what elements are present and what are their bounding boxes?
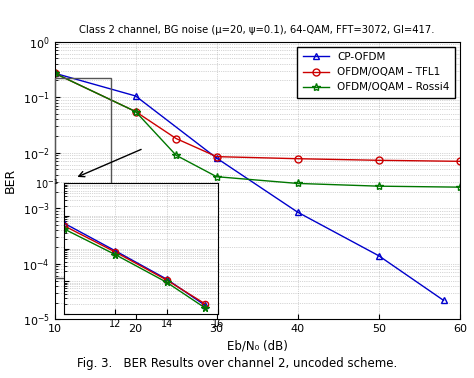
X-axis label: Eb/N₀ (dB): Eb/N₀ (dB)	[227, 340, 288, 353]
Text: Fig. 3.   BER Results over channel 2, uncoded scheme.: Fig. 3. BER Results over channel 2, unco…	[77, 358, 397, 370]
Line: OFDM/OQAM – Rossi4: OFDM/OQAM – Rossi4	[50, 69, 464, 191]
OFDM/OQAM – TFL1	[214, 154, 219, 159]
OFDM/OQAM – Rossi4	[376, 184, 382, 189]
OFDM/OQAM – TFL1	[133, 109, 138, 114]
CP-OFDM	[376, 254, 382, 258]
Y-axis label: BER: BER	[4, 168, 17, 193]
Title: Class 2 channel, BG noise (μ=20, ψ=0.1), 64-QAM, FFT=3072, GI=417.: Class 2 channel, BG noise (μ=20, ψ=0.1),…	[79, 25, 435, 35]
OFDM/OQAM – Rossi4	[214, 174, 219, 179]
CP-OFDM	[52, 71, 57, 76]
OFDM/OQAM – TFL1	[376, 158, 382, 163]
OFDM/OQAM – TFL1	[457, 159, 463, 164]
OFDM/OQAM – TFL1	[173, 136, 179, 141]
OFDM/OQAM – Rossi4	[173, 153, 179, 158]
OFDM/OQAM – Rossi4	[295, 181, 301, 186]
Bar	[55, 78, 111, 278]
OFDM/OQAM – Rossi4	[133, 109, 138, 114]
CP-OFDM	[133, 94, 138, 98]
Legend: CP-OFDM, OFDM/OQAM – TFL1, OFDM/OQAM – Rossi4: CP-OFDM, OFDM/OQAM – TFL1, OFDM/OQAM – R…	[297, 47, 455, 98]
Line: OFDM/OQAM – TFL1: OFDM/OQAM – TFL1	[51, 70, 463, 165]
OFDM/OQAM – TFL1	[295, 156, 301, 161]
OFDM/OQAM – TFL1	[52, 71, 57, 76]
CP-OFDM	[441, 298, 447, 303]
Line: CP-OFDM: CP-OFDM	[51, 70, 447, 304]
OFDM/OQAM – Rossi4	[457, 185, 463, 189]
CP-OFDM	[295, 210, 301, 214]
CP-OFDM	[214, 156, 219, 160]
OFDM/OQAM – Rossi4	[52, 71, 57, 76]
